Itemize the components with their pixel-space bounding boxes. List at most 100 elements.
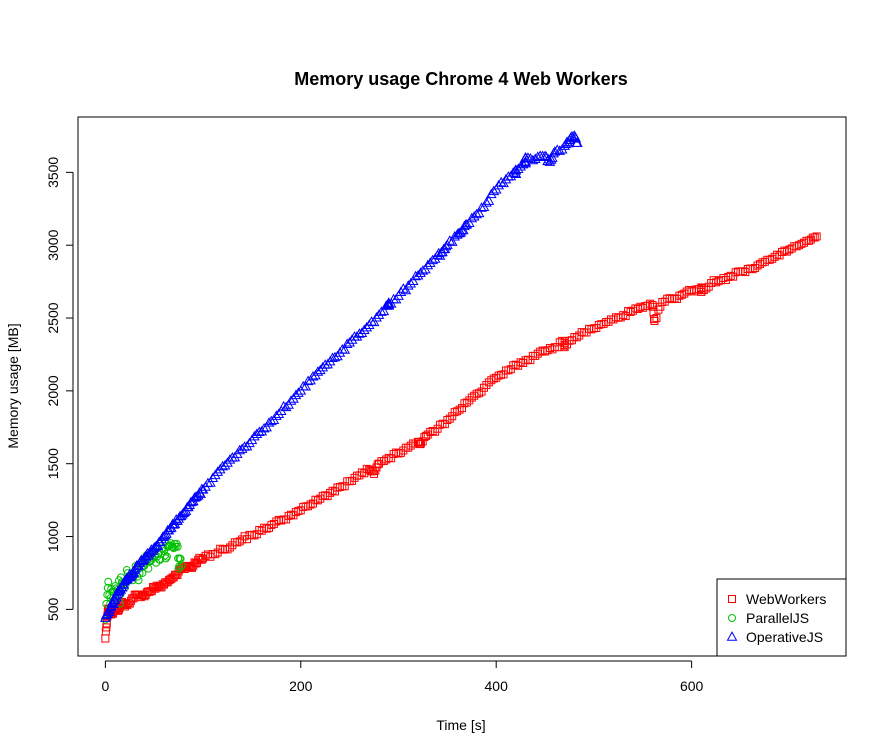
operativejs-point xyxy=(339,344,351,354)
webworkers-point xyxy=(404,443,413,452)
operativejs-point xyxy=(488,185,500,196)
operativejs-point xyxy=(261,421,272,432)
series-operativejs xyxy=(100,130,583,622)
webworkers-point xyxy=(650,315,658,324)
webworkers-point xyxy=(709,276,718,285)
x-tick-label: 200 xyxy=(289,678,313,694)
x-tick-label: 400 xyxy=(485,678,509,694)
webworkers-point xyxy=(321,491,330,500)
operativejs-point xyxy=(412,269,424,280)
x-axis: 0 200 400 600 xyxy=(101,660,704,694)
operativejs-point xyxy=(329,351,341,362)
webworkers-point xyxy=(223,545,232,554)
y-tick-label: 2000 xyxy=(45,375,61,406)
webworkers-point xyxy=(343,477,352,486)
webworkers-point xyxy=(614,313,623,322)
operativejs-point xyxy=(407,275,419,285)
webworkers-point xyxy=(348,476,357,485)
operativejs-point xyxy=(266,415,277,426)
operativejs-point xyxy=(417,265,429,275)
webworkers-point xyxy=(250,531,259,540)
webworkers-point xyxy=(479,383,488,392)
legend-marker-operativejs xyxy=(726,631,738,641)
webworkers-point xyxy=(797,239,806,248)
webworkers-point xyxy=(291,508,300,517)
operativejs-point xyxy=(512,163,524,173)
webworkers-point xyxy=(416,439,425,448)
webworkers-point xyxy=(465,396,474,405)
operativejs-point xyxy=(110,592,122,602)
webworkers-point xyxy=(436,420,445,429)
webworkers-point xyxy=(654,305,663,314)
operativejs-point xyxy=(376,306,387,316)
operativejs-point xyxy=(483,195,495,205)
operativejs-point xyxy=(283,399,294,409)
webworkers-point xyxy=(609,315,618,324)
operativejs-point xyxy=(103,606,115,616)
operativejs-point xyxy=(358,324,370,334)
webworkers-point xyxy=(166,575,175,584)
webworkers-point xyxy=(195,553,204,562)
webworkers-point xyxy=(240,532,249,541)
webworkers-point xyxy=(136,593,145,602)
webworkers-point xyxy=(127,596,136,605)
webworkers-point xyxy=(304,502,313,511)
y-axis: 500 1000 1500 2000 2500 3000 3500 xyxy=(45,157,74,621)
operativejs-point xyxy=(219,459,231,470)
webworkers-point xyxy=(482,381,491,390)
webworkers-point xyxy=(702,284,711,293)
operativejs-point xyxy=(195,488,206,498)
y-tick-label: 3000 xyxy=(45,229,61,260)
operativejs-point xyxy=(571,137,582,148)
operativejs-point xyxy=(344,336,355,347)
webworkers-point xyxy=(458,404,466,413)
operativejs-point xyxy=(161,528,172,538)
operativejs-point xyxy=(495,176,507,187)
operativejs-point xyxy=(371,311,382,322)
webworkers-point xyxy=(445,414,454,423)
operativejs-point xyxy=(517,158,529,169)
webworkers-point xyxy=(475,389,484,398)
operativejs-point xyxy=(205,477,216,487)
webworkers-point xyxy=(778,247,786,256)
webworkers-point xyxy=(616,313,625,322)
operativejs-point xyxy=(434,250,446,260)
operativejs-point xyxy=(498,177,509,188)
webworkers-point xyxy=(621,312,630,321)
webworkers-point xyxy=(401,443,410,452)
paralleljs-point xyxy=(155,555,164,564)
webworkers-point xyxy=(504,366,513,375)
y-tick-label: 1500 xyxy=(45,448,61,479)
webworkers-point xyxy=(560,341,569,350)
webworkers-point xyxy=(440,420,449,429)
operativejs-point xyxy=(400,284,412,295)
webworkers-point xyxy=(102,623,111,632)
series-webworkers xyxy=(101,232,821,643)
operativejs-point xyxy=(383,300,395,310)
operativejs-point xyxy=(317,361,329,372)
webworkers-point xyxy=(225,543,234,552)
x-tick-label: 600 xyxy=(680,678,704,694)
webworkers-point xyxy=(521,356,530,365)
webworkers-point xyxy=(729,272,738,281)
webworkers-point xyxy=(773,250,782,259)
legend-label-operativejs: OperativeJS xyxy=(746,629,823,645)
webworkers-point xyxy=(243,535,252,544)
webworkers-point xyxy=(355,471,364,480)
operativejs-point xyxy=(162,524,174,535)
operativejs-point xyxy=(244,437,255,448)
operativejs-point xyxy=(169,518,181,529)
webworkers-point xyxy=(340,482,349,491)
operativejs-point xyxy=(510,168,522,178)
y-tick-label: 500 xyxy=(45,597,61,621)
paralleljs-point xyxy=(176,554,185,563)
operativejs-point xyxy=(273,408,285,419)
legend-box xyxy=(716,578,847,657)
operativejs-point xyxy=(224,454,236,464)
operativejs-point xyxy=(485,188,497,199)
operativejs-point xyxy=(570,133,582,143)
webworkers-point xyxy=(604,317,613,326)
webworkers-point xyxy=(448,412,457,421)
webworkers-point xyxy=(652,314,661,323)
operativejs-point xyxy=(234,444,246,455)
